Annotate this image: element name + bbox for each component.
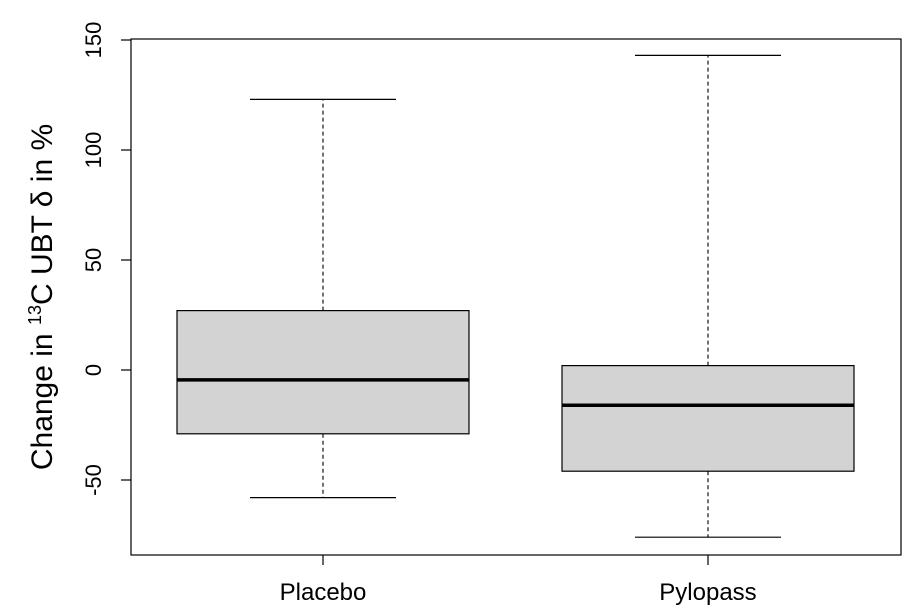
y-tick-label: 150 [81,22,106,59]
y-axis-title-superscript: 13 [25,305,45,325]
y-tick-label: 0 [81,364,106,376]
y-tick-label: 50 [81,248,106,272]
y-axis-title: Change in 13C UBT δ in % [25,124,59,470]
y-tick-label: 100 [81,132,106,169]
iqr-box [176,310,470,435]
box-series [176,54,855,538]
y-axis: -50 0 50 100 150 [81,22,131,496]
box-placebo [176,98,470,499]
x-axis: Placebo Pylopass [280,555,757,606]
x-tick-label: Pylopass [659,579,756,606]
x-tick-label: Placebo [280,579,367,606]
box-pylopass [561,54,855,538]
iqr-box [561,365,855,472]
y-axis-title-after: C UBT δ in % [26,124,59,305]
y-axis-title-before: Change in [26,325,59,470]
plot-frame [130,38,902,556]
y-tick-label: -50 [81,464,106,496]
